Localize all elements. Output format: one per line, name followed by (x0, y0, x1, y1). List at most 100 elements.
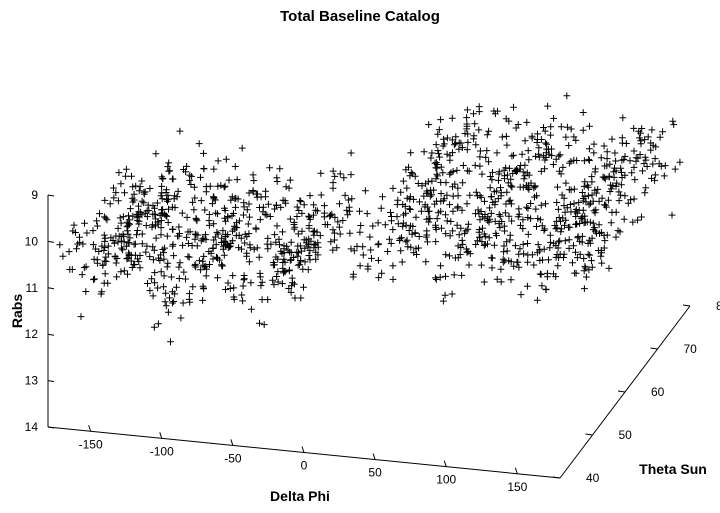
data-point (294, 261, 302, 269)
data-point (554, 183, 561, 191)
data-point (176, 230, 183, 237)
data-point (523, 203, 530, 211)
data-point (112, 189, 120, 196)
data-point (507, 258, 515, 266)
data-point (235, 244, 242, 251)
data-point (222, 155, 230, 163)
data-point (253, 244, 261, 252)
data-point (375, 274, 383, 281)
data-point (566, 159, 573, 167)
data-point (406, 206, 414, 213)
data-point (300, 201, 308, 209)
data-point (396, 235, 404, 243)
data-point (125, 251, 133, 258)
z-axis-ticks: 9 10 11 12 13 14 (25, 188, 55, 434)
data-point (503, 247, 511, 255)
data-point (295, 207, 303, 214)
data-point (415, 244, 422, 252)
data-point (483, 147, 491, 154)
data-point (280, 269, 287, 277)
data-point (305, 252, 313, 259)
data-point (462, 227, 470, 235)
data-point (200, 165, 208, 173)
data-point (470, 110, 477, 118)
data-point (557, 123, 565, 131)
data-point (167, 338, 174, 346)
data-point (201, 263, 208, 271)
data-point (478, 170, 486, 178)
data-point (140, 199, 148, 207)
data-point (642, 156, 650, 164)
data-point (179, 299, 187, 307)
data-point (431, 159, 439, 167)
data-point (160, 249, 167, 256)
data-point (588, 191, 596, 199)
data-point (481, 233, 489, 240)
data-point (237, 234, 245, 242)
data-point (222, 231, 229, 238)
data-point (443, 150, 451, 158)
data-point (443, 191, 451, 199)
data-point (206, 182, 214, 190)
data-point (304, 266, 312, 273)
data-point (246, 213, 253, 221)
data-point (301, 258, 309, 266)
x-tick-mark (301, 446, 305, 453)
data-point (418, 207, 425, 215)
data-point (485, 218, 493, 226)
data-point (217, 182, 225, 189)
data-point (523, 119, 531, 126)
data-point (291, 280, 298, 288)
data-point (574, 254, 581, 261)
data-point (544, 270, 551, 277)
data-point (287, 238, 295, 246)
data-point (264, 296, 272, 303)
data-point (556, 167, 563, 175)
data-point (554, 244, 562, 252)
data-point (387, 209, 394, 216)
data-point (170, 252, 177, 259)
data-point (209, 255, 217, 263)
data-point (503, 133, 510, 140)
data-point (165, 167, 173, 175)
data-point (455, 145, 463, 153)
data-point (126, 234, 134, 242)
data-point (463, 245, 470, 253)
data-point (273, 222, 281, 230)
data-point (240, 211, 247, 219)
data-point (505, 117, 513, 125)
data-point (521, 161, 529, 169)
data-point (446, 170, 454, 178)
data-point (641, 136, 648, 143)
data-point (286, 257, 294, 264)
data-point (478, 238, 486, 245)
data-point (457, 224, 465, 232)
data-point (597, 252, 605, 260)
data-point (117, 268, 125, 276)
data-point (295, 249, 302, 257)
data-point (465, 261, 473, 269)
data-point (328, 210, 336, 218)
data-point (402, 210, 409, 217)
x-tick-mark (443, 460, 447, 467)
data-point (589, 219, 597, 227)
data-point (148, 275, 155, 283)
data-point (563, 92, 571, 100)
data-point (124, 227, 131, 235)
data-point (243, 249, 251, 257)
data-point (524, 205, 532, 212)
data-point (336, 230, 344, 238)
data-point (134, 210, 142, 218)
data-point (434, 147, 442, 154)
data-point (562, 133, 570, 141)
data-point (591, 186, 599, 194)
z-tick-label: 12 (25, 327, 39, 341)
data-point (559, 164, 567, 171)
data-point (495, 177, 502, 184)
data-point (378, 269, 385, 277)
data-point (212, 241, 220, 248)
data-point (99, 261, 107, 269)
data-point (493, 275, 501, 283)
data-point (598, 194, 606, 202)
data-point (157, 231, 165, 239)
